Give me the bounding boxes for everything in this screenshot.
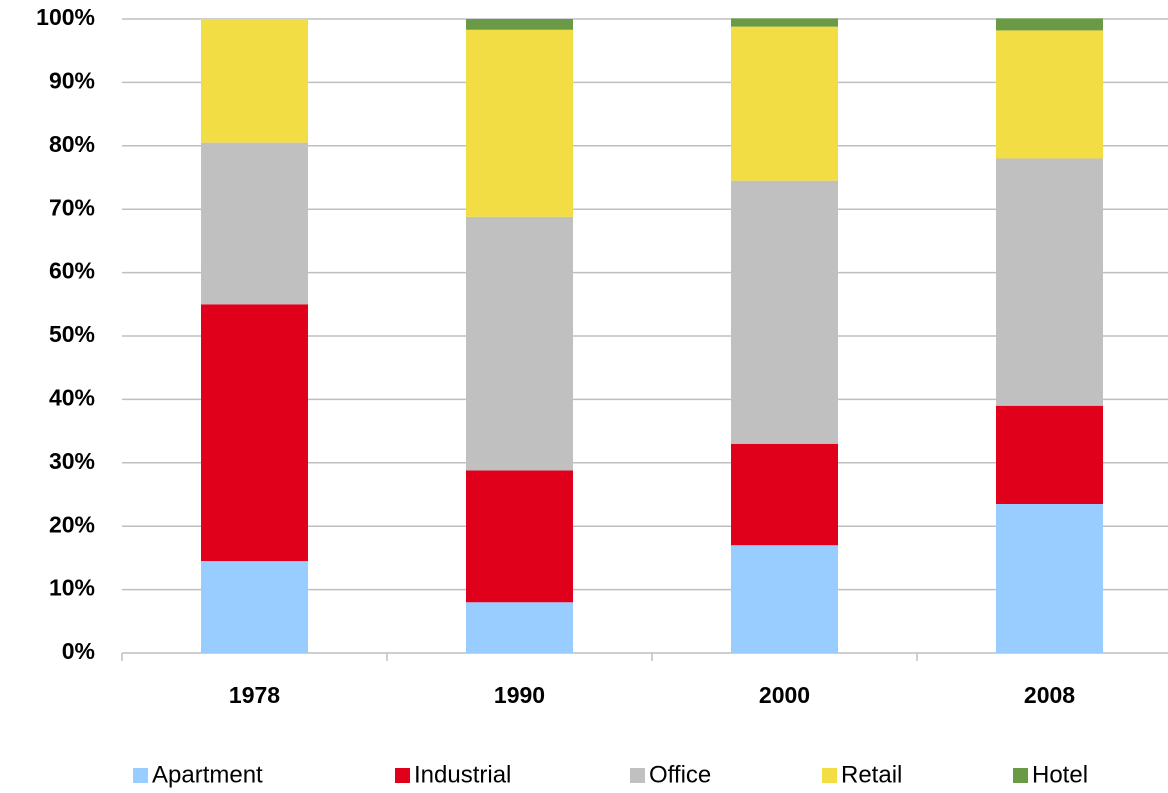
y-tick-label: 50%	[49, 321, 95, 347]
y-tick-label: 30%	[49, 448, 95, 474]
bar-segment	[996, 158, 1103, 406]
bar-segment	[466, 29, 573, 217]
x-tick-label: 1978	[229, 682, 280, 708]
legend-swatch	[822, 768, 837, 783]
legend-label: Retail	[841, 761, 902, 788]
bar-segment	[996, 405, 1103, 505]
legend-swatch	[133, 768, 148, 783]
bar-segment	[201, 561, 308, 653]
legend-label: Apartment	[152, 761, 263, 788]
bar-segment	[466, 602, 573, 653]
bar-segment	[731, 26, 838, 181]
y-tick-label: 90%	[49, 67, 95, 93]
y-tick-label: 70%	[49, 194, 95, 220]
legend-swatch	[1013, 768, 1028, 783]
bar-segment	[996, 30, 1103, 159]
bar-segment	[201, 142, 308, 305]
bar-segment	[731, 545, 838, 653]
x-tick-label: 2008	[1024, 682, 1075, 708]
y-tick-label: 60%	[49, 258, 95, 284]
bar-segment	[996, 504, 1103, 653]
bar-segment	[201, 304, 308, 562]
legend-label: Hotel	[1032, 761, 1088, 788]
y-tick-label: 100%	[36, 4, 95, 30]
legend-swatch	[395, 768, 410, 783]
bar-segment	[731, 18, 838, 27]
bar-segment	[996, 18, 1103, 31]
legend-swatch	[630, 768, 645, 783]
x-tick-label: 2000	[759, 682, 810, 708]
x-tick-label: 1990	[494, 682, 545, 708]
y-tick-label: 10%	[49, 575, 95, 601]
bar-segment	[466, 216, 573, 471]
legend-label: Industrial	[414, 761, 511, 788]
legend-label: Office	[649, 761, 711, 788]
bar-segment	[201, 19, 308, 143]
y-tick-label: 80%	[49, 131, 95, 157]
y-tick-label: 20%	[49, 511, 95, 537]
y-tick-label: 0%	[62, 638, 95, 664]
bar-segment	[731, 180, 838, 444]
bar-segment	[731, 443, 838, 546]
bar-segment	[466, 470, 573, 603]
y-tick-label: 40%	[49, 384, 95, 410]
bar-segment	[466, 19, 573, 30]
